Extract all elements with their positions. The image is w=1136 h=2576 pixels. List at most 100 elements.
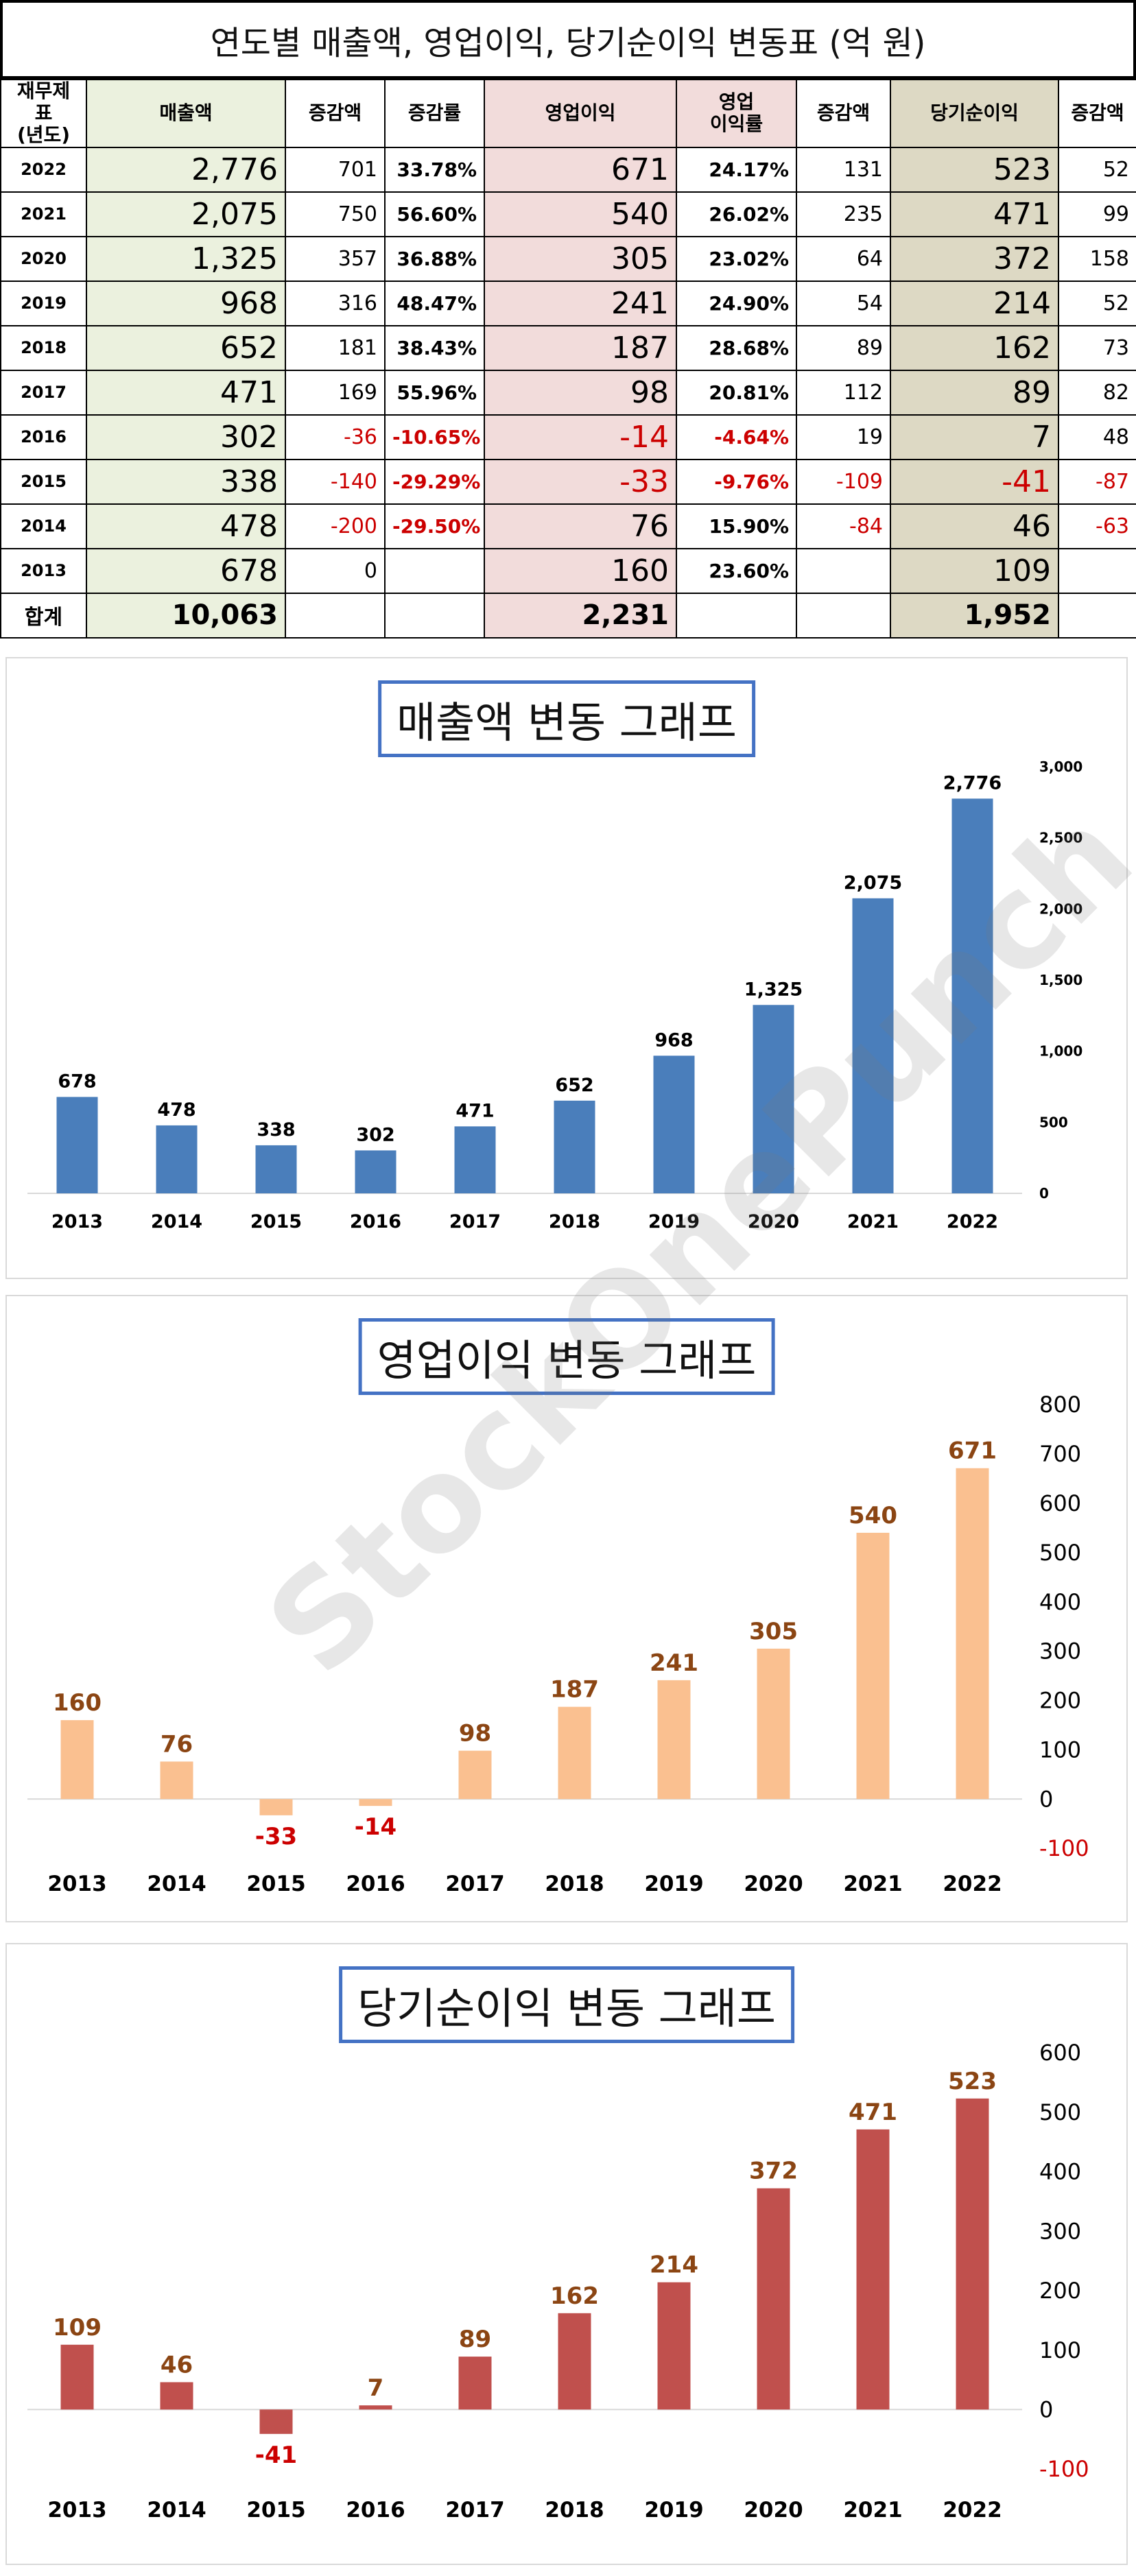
- cell-sales-change: -200: [285, 503, 386, 549]
- y-tick-label: 400: [1039, 2159, 1081, 2185]
- table-row: 2013 678 0 160 23.60% 109: [0, 547, 1136, 594]
- x-tick-label: 2016: [350, 1211, 401, 1232]
- data-label: 305: [749, 1618, 798, 1645]
- cell-op-margin: -9.76%: [676, 458, 797, 505]
- total-empty-2: [384, 592, 485, 639]
- data-label: 968: [654, 1029, 693, 1051]
- bar-2019: [657, 2282, 691, 2410]
- sales-chart-title: 매출액 변동 그래프: [378, 680, 755, 757]
- x-tick-label: 2022: [943, 1872, 1002, 1896]
- cell-sales-change: 750: [285, 191, 386, 237]
- cell-net-change: 99: [1058, 191, 1136, 237]
- y-tick-label: 200: [1039, 2278, 1081, 2304]
- cell-sales-change: 0: [285, 547, 386, 594]
- header-net-change: 증감액: [1058, 79, 1136, 148]
- bar-2021: [852, 898, 894, 1193]
- cell-op-change: 112: [796, 369, 891, 416]
- x-tick-label: 2020: [744, 1872, 803, 1896]
- cell-sales-change: 357: [285, 235, 386, 282]
- x-tick-label: 2017: [445, 1872, 504, 1896]
- y-tick-label: 1,500: [1039, 972, 1082, 988]
- cell-sales: 2,776: [86, 146, 286, 193]
- x-tick-label: 2017: [445, 2498, 504, 2523]
- total-empty-5: [1058, 592, 1136, 639]
- bar-2014: [156, 1125, 198, 1193]
- header-year: 재무제표 (년도): [0, 79, 87, 148]
- net-income-chart-panel: 당기순이익 변동 그래프 -100 0 100 200 300 400 500 600 109 2…: [5, 1943, 1128, 2565]
- y-tick-label: 100: [1039, 2337, 1081, 2363]
- cell-op: 540: [484, 191, 677, 237]
- cell-net-change: 52: [1058, 280, 1136, 326]
- x-tick-label: 2016: [346, 2498, 405, 2523]
- header-op-margin-text: 영업 이익률: [709, 91, 764, 136]
- cell-sales-change: 701: [285, 146, 386, 193]
- financial-table: 재무제표 (년도) 매출액 증감액 증감률 영업이익 영업 이익률 증감액 당기…: [0, 79, 1136, 639]
- cell-op-margin: 15.90%: [676, 503, 797, 549]
- y-tick-label: 0: [1039, 1786, 1053, 1812]
- bar-2018: [554, 1100, 595, 1193]
- bar-2022: [951, 798, 993, 1193]
- y-tick-label: 300: [1039, 1638, 1081, 1665]
- x-tick-label: 2021: [843, 2498, 902, 2523]
- bar-2017: [454, 1126, 496, 1193]
- cell-net: 109: [890, 547, 1059, 594]
- cell-net-change: 52: [1058, 146, 1136, 193]
- data-label: 671: [948, 1438, 997, 1465]
- y-tick-label: 1,000: [1039, 1043, 1082, 1060]
- cell-sales-rate: 48.47%: [384, 280, 485, 326]
- data-label: 523: [948, 2068, 997, 2095]
- bar-2015: [259, 1799, 293, 1815]
- bar-2020: [753, 1005, 794, 1193]
- cell-sales: 968: [86, 280, 286, 326]
- cell-op-margin: 23.60%: [676, 547, 797, 594]
- data-label: 76: [161, 1730, 193, 1758]
- x-tick-label: 2019: [644, 1872, 703, 1896]
- data-label: 338: [257, 1119, 295, 1141]
- table-row: 2019 968 316 48.47% 241 24.90% 54 214 52: [0, 280, 1136, 326]
- cell-sales-rate: 56.60%: [384, 191, 485, 237]
- table-row: 2015 338 -140 -29.29% -33 -9.76% -109 -41 -87: [0, 458, 1136, 505]
- cell-year: 2017: [0, 369, 87, 416]
- cell-op-change: 54: [796, 280, 891, 326]
- data-label: -41: [255, 2442, 297, 2469]
- cell-net-change: 82: [1058, 369, 1136, 416]
- data-label: 160: [53, 1689, 102, 1717]
- cell-sales-change: 181: [285, 324, 386, 371]
- cell-year: 2014: [0, 503, 87, 549]
- data-label: 162: [550, 2282, 599, 2310]
- y-tick-label: 600: [1039, 1490, 1081, 1516]
- cell-sales: 338: [86, 458, 286, 505]
- bar-2019: [653, 1056, 695, 1193]
- bar-2017: [458, 1750, 492, 1800]
- cell-op-margin: 24.17%: [676, 146, 797, 193]
- bar-2017: [458, 2357, 492, 2410]
- bar-2016: [359, 2405, 392, 2410]
- x-tick-label: 2018: [545, 1872, 604, 1896]
- bar-2021: [856, 1532, 890, 1800]
- total-sales: 10,063: [86, 592, 286, 639]
- cell-year: 2013: [0, 547, 87, 594]
- x-tick-label: 2014: [147, 1872, 206, 1896]
- data-label: 540: [849, 1502, 897, 1529]
- cell-op: 98: [484, 369, 677, 416]
- cell-net-change: [1058, 547, 1136, 594]
- x-tick-label: 2015: [246, 1872, 305, 1896]
- table-row: 2017 471 169 55.96% 98 20.81% 112 89 82: [0, 369, 1136, 416]
- bar-2019: [657, 1680, 691, 1800]
- y-tick-label: 2,000: [1039, 901, 1082, 917]
- cell-year: 2021: [0, 191, 87, 237]
- x-tick-label: 2022: [947, 1211, 998, 1232]
- cell-sales-change: -36: [285, 414, 386, 460]
- cell-net-change: 73: [1058, 324, 1136, 371]
- bar-2016: [355, 1150, 397, 1193]
- bar-2020: [757, 1648, 790, 1800]
- cell-sales-rate: 33.78%: [384, 146, 485, 193]
- cell-net: -41: [890, 458, 1059, 505]
- x-tick-label: 2016: [346, 1872, 405, 1896]
- total-empty-3: [676, 592, 797, 639]
- cell-net: 46: [890, 503, 1059, 549]
- data-label: 7: [368, 2374, 384, 2402]
- x-tick-label: 2014: [151, 1211, 202, 1232]
- bar-2015: [259, 2409, 293, 2434]
- data-label: 89: [459, 2326, 491, 2353]
